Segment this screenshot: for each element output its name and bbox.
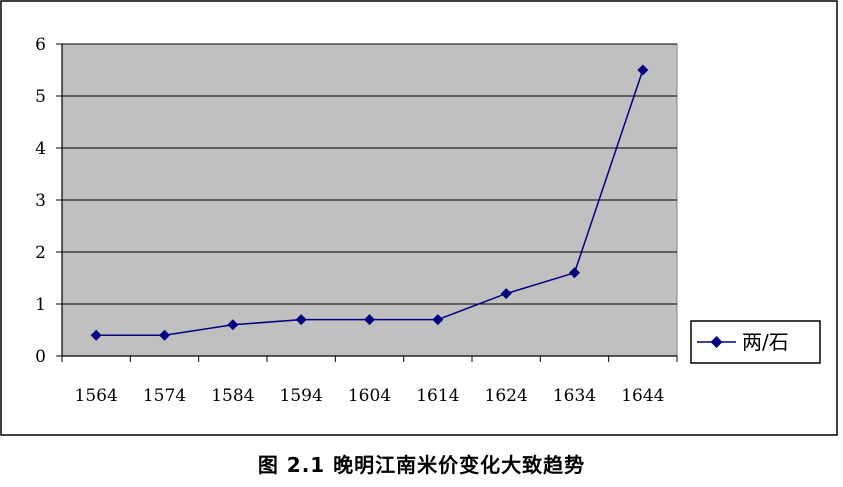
legend-label: 两/石 bbox=[742, 330, 789, 354]
legend-marker bbox=[710, 336, 723, 348]
x-tick-label: 1634 bbox=[553, 386, 596, 406]
x-tick-label: 1614 bbox=[416, 386, 459, 406]
data-point bbox=[432, 314, 444, 326]
y-axis-ticks: 0 1 2 3 4 5 6 bbox=[35, 35, 62, 367]
y-tick-label: 3 bbox=[35, 191, 46, 211]
x-tick-label: 1584 bbox=[211, 386, 254, 406]
x-tick-label: 1604 bbox=[348, 386, 391, 406]
x-tick-label: 1594 bbox=[280, 386, 323, 406]
figure-caption: 图 2.1 晚明江南米价变化大致趋势 bbox=[257, 453, 586, 477]
x-tick-label: 1574 bbox=[143, 386, 186, 406]
data-point bbox=[90, 329, 102, 341]
chart-frame: 0 1 2 3 4 5 6 1564 1574 1584 1594 1604 1614 1624 1634… bbox=[0, 0, 838, 436]
data-point bbox=[500, 288, 512, 300]
legend: 两/石 bbox=[690, 320, 821, 364]
data-point bbox=[227, 319, 239, 331]
y-tick-label: 2 bbox=[35, 243, 46, 263]
y-tick-label: 5 bbox=[35, 87, 46, 107]
gridlines bbox=[62, 43, 677, 305]
x-tick-label: 1564 bbox=[75, 386, 118, 406]
x-tick-label: 1644 bbox=[621, 386, 664, 406]
y-tick-label: 0 bbox=[35, 347, 46, 367]
legend-box bbox=[690, 320, 821, 364]
data-point bbox=[159, 329, 170, 341]
x-axis-ticks: 1564 1574 1584 1594 1604 1614 1624 1634 1644 bbox=[61, 356, 678, 406]
data-point bbox=[295, 314, 307, 326]
y-tick-label: 1 bbox=[35, 295, 46, 315]
data-point bbox=[364, 314, 375, 326]
series-layer bbox=[90, 64, 649, 341]
y-tick-label: 6 bbox=[35, 35, 46, 55]
data-point bbox=[569, 267, 580, 279]
x-tick-label: 1624 bbox=[485, 386, 528, 406]
line-chart: 0 1 2 3 4 5 6 1564 1574 1584 1594 1604 1614 1624 1634… bbox=[0, 0, 838, 436]
data-point bbox=[637, 64, 649, 76]
y-tick-label: 4 bbox=[35, 139, 46, 159]
